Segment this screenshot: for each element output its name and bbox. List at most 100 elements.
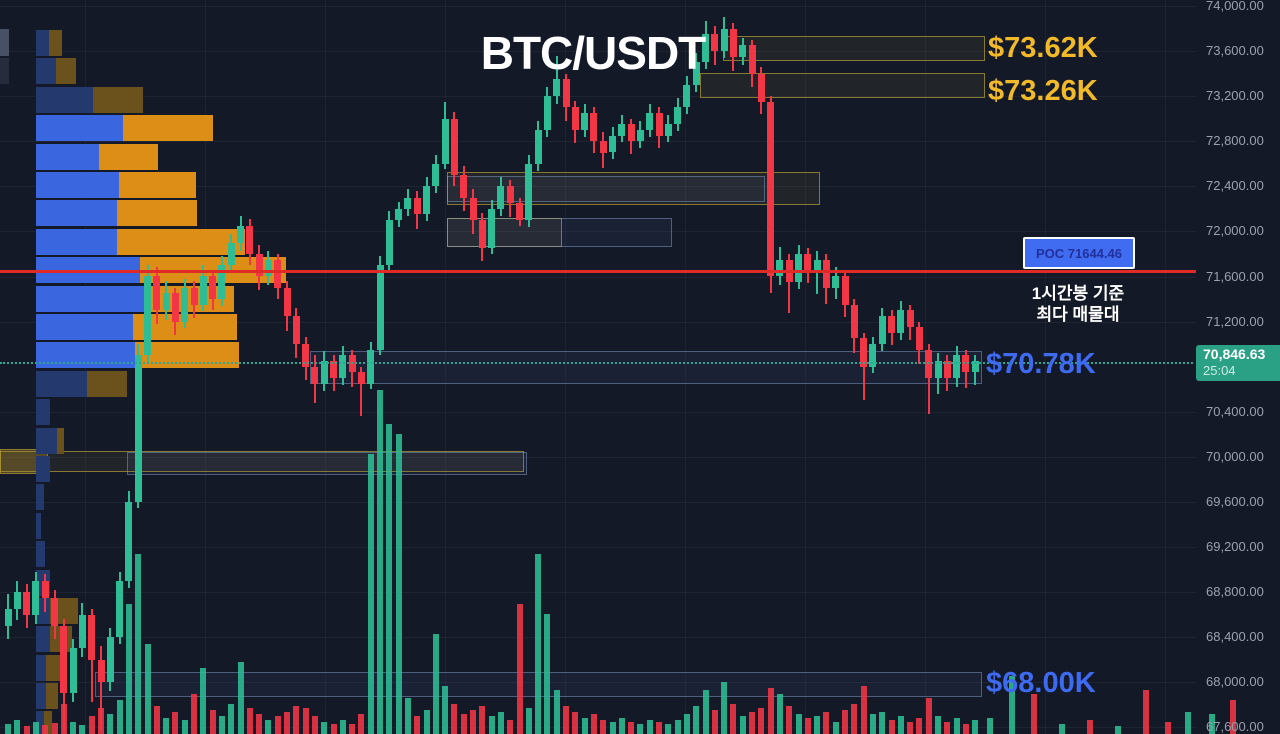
horizontal-gridline: [0, 592, 1196, 593]
volume-bar: [451, 704, 458, 734]
volume-bar: [860, 686, 867, 734]
axis-label: 72,400.00: [1206, 178, 1264, 193]
volume-profile-buy-bar: [36, 683, 46, 709]
horizontal-gridline: [0, 502, 1196, 503]
candle: [88, 614, 96, 660]
volume-bar: [246, 708, 253, 734]
candle: [181, 287, 189, 322]
candle: [599, 141, 607, 153]
candle: [506, 186, 514, 204]
candle: [450, 118, 458, 176]
price-level-label-68-00k: $68.00K: [986, 667, 1096, 699]
volume-bar: [460, 714, 467, 734]
volume-bar: [776, 694, 783, 734]
volume-profile-sell-bar: [117, 200, 197, 226]
volume-bar: [349, 724, 356, 734]
volume-profile-buy-bar: [36, 58, 56, 84]
axis-label: 72,000.00: [1206, 223, 1264, 238]
candle: [934, 361, 942, 378]
volume-bar: [200, 668, 207, 734]
candle: [739, 45, 747, 57]
candle: [534, 129, 542, 164]
horizontal-gridline: [0, 51, 1196, 52]
candle: [13, 592, 21, 609]
vertical-gridline: [1045, 0, 1046, 734]
candle: [125, 501, 133, 581]
candle-wick: [360, 366, 363, 417]
vertical-gridline: [445, 0, 446, 734]
edge-block: [0, 58, 9, 84]
volume-bar: [888, 720, 895, 734]
volume-bar: [702, 690, 709, 734]
volume-bar: [916, 718, 923, 734]
candle: [320, 361, 328, 384]
axis-label: 69,200.00: [1206, 539, 1264, 554]
volume-bar: [879, 712, 886, 734]
candle: [943, 361, 951, 378]
volume-profile-buy-bar: [36, 428, 57, 454]
candle: [106, 637, 114, 683]
candle: [664, 124, 672, 136]
vertical-gridline: [565, 0, 566, 734]
candle: [199, 276, 207, 305]
horizontal-gridline: [0, 547, 1196, 548]
axis-label: 68,400.00: [1206, 629, 1264, 644]
volume-profile-buy-bar: [36, 30, 49, 56]
volume-profile-buy-bar: [36, 200, 117, 226]
volume-bar: [51, 723, 58, 734]
candle: [915, 327, 923, 350]
vertical-gridline: [685, 0, 686, 734]
candle: [32, 580, 40, 615]
volume-bar: [683, 714, 690, 734]
volume-bar: [14, 720, 21, 734]
candle: [516, 203, 523, 221]
volume-bar: [786, 706, 793, 734]
candle: [590, 113, 598, 142]
volume-profile-sell-bar: [119, 172, 196, 198]
volume-profile-sell-bar: [93, 87, 143, 113]
candle: [292, 315, 300, 345]
zone-box: [310, 351, 982, 384]
volume-bar: [88, 716, 95, 734]
volume-bar: [479, 706, 486, 734]
volume-profile-buy-bar: [36, 229, 117, 255]
candle: [357, 372, 365, 384]
price-axis[interactable]: 74,000.00 73,600.00 73,200.00 72,800.00 72,4…: [1196, 0, 1280, 734]
volume-bar: [581, 718, 588, 734]
volume-bar: [172, 712, 179, 734]
candle: [330, 361, 337, 378]
horizontal-gridline: [0, 637, 1196, 638]
volume-bar: [869, 714, 876, 734]
volume-profile-sell-bar: [87, 371, 127, 397]
horizontal-gridline: [0, 231, 1196, 232]
poc-value-box: POC 71644.46: [1023, 237, 1135, 269]
candle: [953, 355, 961, 378]
candle: [413, 197, 421, 215]
candle: [274, 259, 282, 288]
korean-note: 1시간봉 기준 최다 매물대: [998, 283, 1158, 325]
korean-note-line2: 최다 매물대: [1036, 305, 1120, 324]
volume-bar: [925, 698, 932, 734]
volume-profile-sell-bar: [49, 30, 62, 56]
volume-bar: [377, 390, 383, 734]
volume-bar: [987, 718, 993, 734]
candle: [906, 310, 914, 328]
volume-profile-sell-bar: [117, 229, 245, 255]
volume-profile-buy-bar: [36, 144, 99, 170]
candle: [674, 107, 682, 125]
volume-bar: [507, 720, 514, 734]
candle: [227, 242, 235, 266]
candle: [367, 349, 375, 384]
candle: [218, 265, 226, 299]
volume-bar: [767, 688, 774, 734]
volume-profile-sell-bar: [99, 144, 158, 170]
volume-bar: [953, 718, 960, 734]
volume-profile-sell-bar: [44, 711, 52, 734]
volume-bar: [404, 698, 411, 734]
horizontal-gridline: [0, 457, 1196, 458]
candle: [702, 34, 709, 63]
volume-bar: [739, 716, 746, 734]
volume-bar: [302, 708, 309, 734]
volume-bar: [191, 694, 197, 734]
volume-bar: [1209, 714, 1215, 734]
